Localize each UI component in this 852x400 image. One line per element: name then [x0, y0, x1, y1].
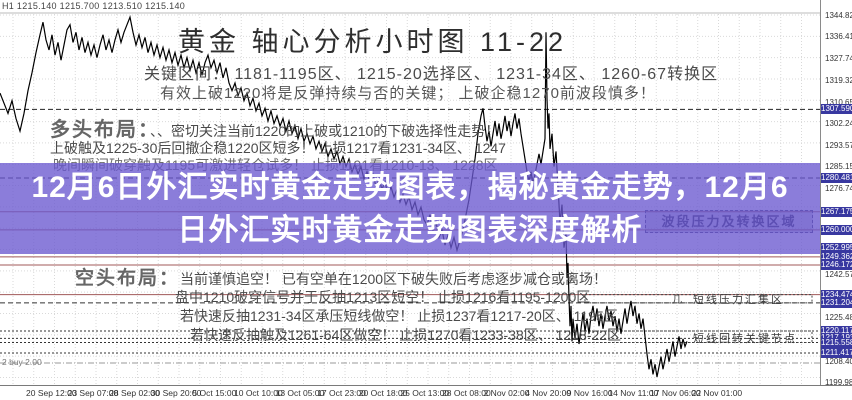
x-axis-tick-label: 28 Oct 08:00	[442, 388, 491, 398]
bull-plan-line1: 多头布局：、、密切关注当前1220的上破或1210的下破选择性走势！	[50, 119, 500, 141]
banner-headline-line1: 12月6日外汇实时黄金走势图表，揭秘黄金走势，12月6	[31, 170, 789, 204]
price-tag-label: 1280.481	[821, 173, 852, 184]
x-axis-tick-label: 17 Nov 06:00	[650, 388, 701, 398]
price-axis	[820, 0, 852, 385]
y-axis-tick-label: 1225.485	[825, 313, 852, 323]
y-axis-tick-label: 1199.985	[825, 377, 852, 387]
pressure-zone-label: 短线压力汇集区	[693, 294, 784, 306]
price-tag-label: 1211.417	[821, 348, 852, 359]
y-axis-tick-label: 1276.740	[825, 183, 852, 193]
x-axis-tick-label: 2 Nov 02:00	[483, 388, 530, 398]
bear-plan-line4: 若快速反抽触及1261-64区做空！ 止损1270看1233-38区、 1218…	[190, 327, 622, 343]
x-axis-tick-label: 28 Sep 02:00	[109, 388, 160, 398]
price-tag-label: 1260.000	[821, 224, 852, 235]
bull-plan-line2: 上破触及1225-30后回撤企稳1220区短多！ 止损1217看1231-34区…	[50, 140, 506, 156]
x-axis-tick-label: 22 Nov 01:00	[691, 388, 743, 398]
time-axis	[0, 385, 852, 400]
x-axis-tick-label: 30 Sep 20:00	[150, 388, 202, 398]
price-tag-label: 1231.204	[821, 297, 852, 308]
x-axis-tick-label: 25 Oct 13:00	[400, 388, 450, 398]
pressure-zone-box	[584, 294, 813, 304]
price-tag-label: 1220.117	[821, 325, 852, 336]
bull-plan-heading: 多头布局：	[50, 119, 150, 141]
x-axis-tick-label: 9 Nov 16:00	[566, 388, 613, 398]
y-axis-tick-label: 1208.400	[825, 356, 852, 366]
price-tag-label: 1249.362	[821, 251, 852, 262]
x-axis-tick-label: 14 Nov 11:00	[608, 388, 659, 398]
bear-plan-line1: 空头布局：当前谨慎追空！ 已有空单在1200区下破失败后考虑逐步减仓或离场！	[75, 268, 608, 289]
headline-banner-overlay: 12月6日外汇实时黄金走势图表，揭秘黄金走势，12月6 日外汇实时黄金走势图表深…	[0, 163, 820, 254]
x-axis-tick-label: 17 Oct 23:00	[317, 388, 366, 398]
chart-title: 黄金 轴心分析小时图 11-22	[178, 27, 568, 57]
pressure-zone-glyph: 几	[672, 295, 682, 306]
pivot-zone-box	[584, 330, 813, 344]
y-axis-tick-label: 1327.740	[825, 54, 852, 64]
y-axis-tick-label: 1293.570	[825, 140, 852, 150]
ohlc-readout: H1 1215.140 1215.700 1213.510 1215.140	[2, 1, 186, 11]
x-axis-tick-label: 23 Sep 07:00	[67, 388, 119, 398]
x-axis-tick-label: 5 Oct 15:00	[192, 388, 237, 398]
open-trade-label: 2 buy 2.00	[2, 357, 42, 367]
x-axis-tick-label: 20 Sep 12:00	[26, 388, 77, 398]
y-axis-tick-label: 1285.155	[825, 162, 852, 172]
bear-plan-line2: 盘中1210破穿信号并于反抽1213区短空！ 止损1216看1195-1200区	[175, 289, 591, 305]
x-axis-tick-label: 10 Oct 10:00	[234, 388, 283, 398]
x-axis-tick-label: 4 Nov 20:00	[525, 388, 572, 398]
y-axis-tick-label: 1336.410	[825, 32, 852, 42]
x-axis-tick-label: 20 Oct 18:00	[358, 388, 408, 398]
x-axis-tick-label: 13 Oct 05:00	[275, 388, 325, 398]
banner-headline-line2: 日外汇实时黄金走势图表深度解析	[177, 213, 643, 247]
y-axis-tick-label: 1344.825	[825, 11, 852, 20]
y-axis-tick-label: 1310.655	[825, 97, 852, 107]
breakout-note-line: 有效上破1220将是反弹持续与否的关键； 上破企稳1270前波段慎多！	[160, 85, 656, 102]
price-tag-label: 1215.558	[821, 337, 852, 348]
price-tag-label: 1307.590	[821, 104, 852, 115]
pivot-node-label: 短线回转关键节点	[693, 333, 797, 345]
price-tag-label: 1246.172	[821, 259, 852, 270]
y-axis-tick-label: 1302.240	[825, 118, 852, 128]
bear-plan-line3: 若快速反抽1231-34区承压短线做空！ 止损1237看1217-20区、 11…	[180, 308, 618, 324]
price-tag-label: 1267.175	[821, 206, 852, 217]
price-tag-label: 1252.995	[821, 242, 852, 253]
y-axis-tick-label: 1242.570	[825, 270, 852, 280]
y-axis-tick-label: 1319.325	[825, 75, 852, 85]
key-zones-line: 关键区间： 1181-1195区、 1215-20选择区、 1231-34区、 …	[144, 66, 719, 83]
price-tag-label: 1234.474	[821, 289, 852, 300]
bear-plan-heading: 空头布局：	[75, 268, 181, 289]
